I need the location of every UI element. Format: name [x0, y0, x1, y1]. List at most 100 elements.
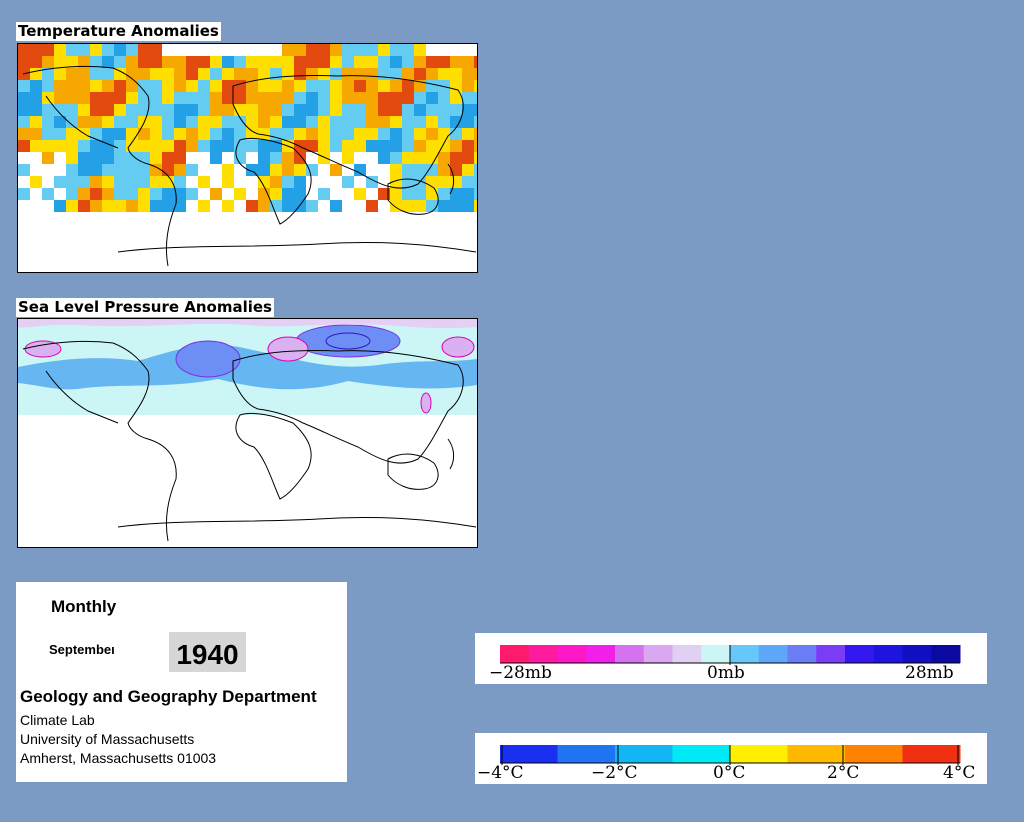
temperature-cell	[66, 104, 78, 116]
temperature-cell	[306, 128, 318, 140]
temperature-cell	[126, 92, 138, 104]
temperature-cell	[30, 128, 42, 140]
temperature-cell	[330, 68, 342, 80]
temperature-cell	[150, 188, 162, 200]
temperature-cell	[90, 188, 102, 200]
temperature-cell	[102, 164, 114, 176]
temperature-cell	[426, 152, 438, 164]
temperature-map-title: Temperature Anomalies	[16, 22, 221, 41]
temperature-cell	[126, 104, 138, 116]
temperature-cell	[342, 44, 354, 56]
temperature-cell	[198, 176, 210, 188]
temperature-cell	[270, 176, 282, 188]
temperature-cell	[30, 140, 42, 152]
temperature-cell	[126, 200, 138, 212]
temperature-cell	[114, 140, 126, 152]
temperature-cell	[66, 116, 78, 128]
temperature-cell	[126, 44, 138, 56]
pressure-negative-region	[18, 344, 477, 390]
temperature-cell	[318, 56, 330, 68]
temperature-cell	[54, 68, 66, 80]
temperature-cell	[474, 176, 477, 188]
temperature-cell	[426, 92, 438, 104]
temperature-cell	[114, 80, 126, 92]
pressure-legend-swatch	[528, 645, 558, 663]
temperature-cell	[378, 80, 390, 92]
temperature-cell	[150, 176, 162, 188]
temperature-cell	[174, 80, 186, 92]
pressure-legend-swatch	[586, 645, 616, 663]
temperature-cell	[66, 80, 78, 92]
temperature-cell	[138, 176, 150, 188]
temperature-cell	[378, 56, 390, 68]
temperature-cell	[246, 140, 258, 152]
temperature-cell	[414, 140, 426, 152]
temperature-cell	[306, 80, 318, 92]
temperature-cell	[282, 188, 294, 200]
temperature-cell	[90, 104, 102, 116]
temperature-cell	[66, 56, 78, 68]
temperature-cell	[438, 188, 450, 200]
temperature-cell	[90, 68, 102, 80]
temperature-cell	[366, 68, 378, 80]
temperature-cell	[126, 176, 138, 188]
temperature-cell	[342, 140, 354, 152]
temperature-cell	[126, 164, 138, 176]
temperature-cell	[462, 116, 474, 128]
temperature-cell	[402, 140, 414, 152]
temperature-cell	[258, 188, 270, 200]
temperature-legend-swatch	[787, 745, 846, 763]
temperature-cell	[174, 188, 186, 200]
temperature-cell	[330, 56, 342, 68]
temperature-cell	[54, 104, 66, 116]
temperature-cell	[414, 44, 426, 56]
temperature-cell	[354, 92, 366, 104]
temperature-cell	[198, 116, 210, 128]
temperature-cell	[342, 56, 354, 68]
pressure-low-center	[175, 340, 241, 378]
temperature-cell	[162, 104, 174, 116]
temperature-cell	[342, 68, 354, 80]
temperature-cell	[462, 140, 474, 152]
temperature-cell	[450, 80, 462, 92]
temperature-cell	[414, 188, 426, 200]
temperature-cell	[462, 104, 474, 116]
pressure-legend-swatch	[557, 645, 587, 663]
temperature-cell	[426, 128, 438, 140]
temperature-legend-swatch	[672, 745, 731, 763]
temperature-cell	[102, 200, 114, 212]
temperature-cell	[474, 140, 477, 152]
temperature-cell	[246, 68, 258, 80]
temperature-cell	[78, 188, 90, 200]
temperature-cell	[114, 104, 126, 116]
temperature-cell	[378, 152, 390, 164]
temperature-cell	[162, 68, 174, 80]
temperature-cell	[282, 80, 294, 92]
temperature-cell	[174, 104, 186, 116]
temperature-cell	[246, 200, 258, 212]
temperature-cell	[414, 200, 426, 212]
temperature-cell	[18, 92, 30, 104]
temperature-cell	[390, 188, 402, 200]
temperature-cell	[138, 128, 150, 140]
pressure-legend-swatch	[816, 645, 846, 663]
temperature-legend-swatch	[730, 745, 788, 763]
temperature-cell	[402, 68, 414, 80]
pressure-legend-swatch	[902, 645, 932, 663]
temperature-cell	[294, 80, 306, 92]
temperature-cell	[318, 104, 330, 116]
temperature-cell	[414, 116, 426, 128]
temperature-cell	[366, 44, 378, 56]
temperature-legend-label-plus2: 2°C	[827, 763, 859, 783]
temperature-cell	[318, 140, 330, 152]
pressure-anomaly-map	[17, 318, 478, 548]
temperature-cell	[318, 152, 330, 164]
temperature-cell	[258, 116, 270, 128]
temperature-cell	[366, 92, 378, 104]
temperature-cell	[342, 116, 354, 128]
temperature-cell	[354, 164, 366, 176]
temperature-cell	[138, 164, 150, 176]
pressure-legend-label-zero: 0mb	[707, 663, 745, 683]
month-label: Septembeı	[49, 642, 115, 657]
temperature-cell	[270, 164, 282, 176]
